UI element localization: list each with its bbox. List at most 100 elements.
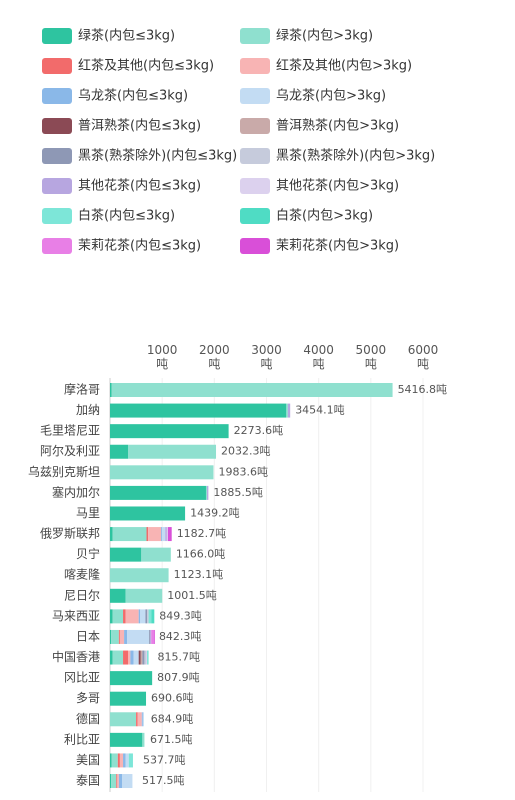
data-label: 2032.3吨 (221, 445, 271, 458)
bar-segment (112, 609, 124, 624)
bar-segment (111, 753, 118, 768)
bar-segment (112, 527, 147, 542)
category-label: 多哥 (76, 691, 100, 705)
bar-segment (165, 527, 167, 542)
bar-segment (151, 609, 155, 624)
data-label: 2273.6吨 (234, 424, 284, 437)
bar-segment (121, 774, 133, 789)
bar-segment (110, 629, 112, 644)
bar-segment (112, 650, 124, 665)
legend-label: 乌龙茶(内包≤3kg) (78, 88, 188, 104)
bar-segment (110, 424, 229, 439)
bar-segment (141, 712, 143, 727)
legend-swatch (240, 148, 270, 164)
category-label: 马里 (76, 506, 100, 520)
bar-segment (144, 650, 146, 665)
data-label: 849.3吨 (159, 609, 202, 622)
bar-segment (110, 753, 112, 768)
data-label: 537.7吨 (143, 753, 186, 766)
legend-label: 白茶(内包>3kg) (276, 208, 373, 224)
bar-segment (145, 609, 148, 624)
category-label: 中国香港 (52, 649, 100, 664)
bar-segment (110, 732, 143, 747)
bar-segment (141, 547, 171, 562)
bar-segment (128, 753, 133, 768)
bar-segment (140, 650, 143, 665)
bar-segment (116, 774, 118, 789)
data-label: 517.5吨 (142, 774, 185, 787)
bar-segment (146, 527, 149, 542)
bar-segment (148, 609, 152, 624)
bar-segment (133, 650, 139, 665)
bar-segment (110, 588, 126, 603)
bar-segment (111, 774, 117, 789)
data-label: 807.9吨 (157, 671, 200, 684)
category-label: 尼日尔 (64, 587, 100, 602)
data-label: 1166.0吨 (176, 548, 226, 561)
bar-segment (110, 547, 142, 562)
legend-label: 茉莉花茶(内包≤3kg) (78, 238, 201, 254)
legend-label: 红茶及其他(内包≤3kg) (78, 58, 214, 74)
category-label: 泰国 (76, 774, 100, 788)
bar-segment (151, 629, 155, 644)
bar-segment (125, 753, 129, 768)
category-label: 利比亚 (64, 732, 100, 746)
bar-segment (123, 650, 129, 665)
bar-segment (145, 650, 148, 665)
bar-segment (162, 527, 166, 542)
category-label: 加纳 (76, 403, 100, 417)
bar-segment (161, 527, 163, 542)
bar-segment (147, 609, 149, 624)
bar-segment (125, 588, 163, 603)
x-tick-label: 2000 吨 (199, 343, 230, 371)
bar-segment (138, 609, 141, 624)
x-tick-label: 3000 吨 (251, 343, 282, 371)
legend-label: 普洱熟茶(内包>3kg) (276, 118, 399, 134)
legend-swatch (42, 88, 72, 104)
bar-segment (111, 629, 119, 644)
bar-segment (123, 753, 126, 768)
bar-segment (142, 732, 145, 747)
bar-segment (125, 609, 139, 624)
bar-segment (128, 650, 131, 665)
bar-segment (148, 527, 162, 542)
legend-swatch (240, 88, 270, 104)
bar-segment (110, 506, 186, 521)
bar-segment (118, 629, 120, 644)
data-label: 1123.1吨 (174, 568, 224, 581)
bar-segment (142, 712, 144, 727)
data-label: 842.3吨 (159, 630, 202, 643)
category-label: 美国 (76, 753, 100, 767)
data-label: 1182.7吨 (177, 527, 227, 540)
legend-swatch (240, 118, 270, 134)
bar-segment (136, 712, 138, 727)
bar-segment (110, 465, 214, 480)
legend-swatch (42, 238, 72, 254)
data-label: 684.9吨 (151, 712, 194, 725)
legend-label: 黑茶(熟茶除外)(内包≤3kg) (78, 148, 237, 164)
bar-segment (124, 629, 128, 644)
category-label: 俄罗斯联邦 (40, 527, 100, 541)
legend-swatch (240, 28, 270, 44)
bar-segment (110, 609, 113, 624)
bar-segment (138, 650, 141, 665)
legend-swatch (42, 208, 72, 224)
legend-label: 白茶(内包≤3kg) (78, 208, 175, 224)
bar-segment (128, 444, 217, 459)
legend-swatch (42, 58, 72, 74)
legend-swatch (240, 238, 270, 254)
bar-segment (117, 774, 119, 789)
data-label: 3454.1吨 (295, 404, 345, 417)
category-label: 塞内加尔 (52, 484, 100, 499)
data-label: 815.7吨 (158, 651, 201, 664)
category-label: 马来西亚 (52, 609, 100, 623)
legend-label: 茉莉花茶(内包>3kg) (276, 238, 399, 254)
data-label: 671.5吨 (150, 733, 193, 746)
category-label: 毛里塔尼亚 (40, 424, 100, 438)
category-label: 贝宁 (76, 546, 100, 561)
data-label: 1983.6吨 (218, 465, 267, 478)
bar-segment (140, 609, 146, 624)
x-tick-label: 5000 吨 (356, 343, 387, 371)
bar-segment (137, 712, 142, 727)
